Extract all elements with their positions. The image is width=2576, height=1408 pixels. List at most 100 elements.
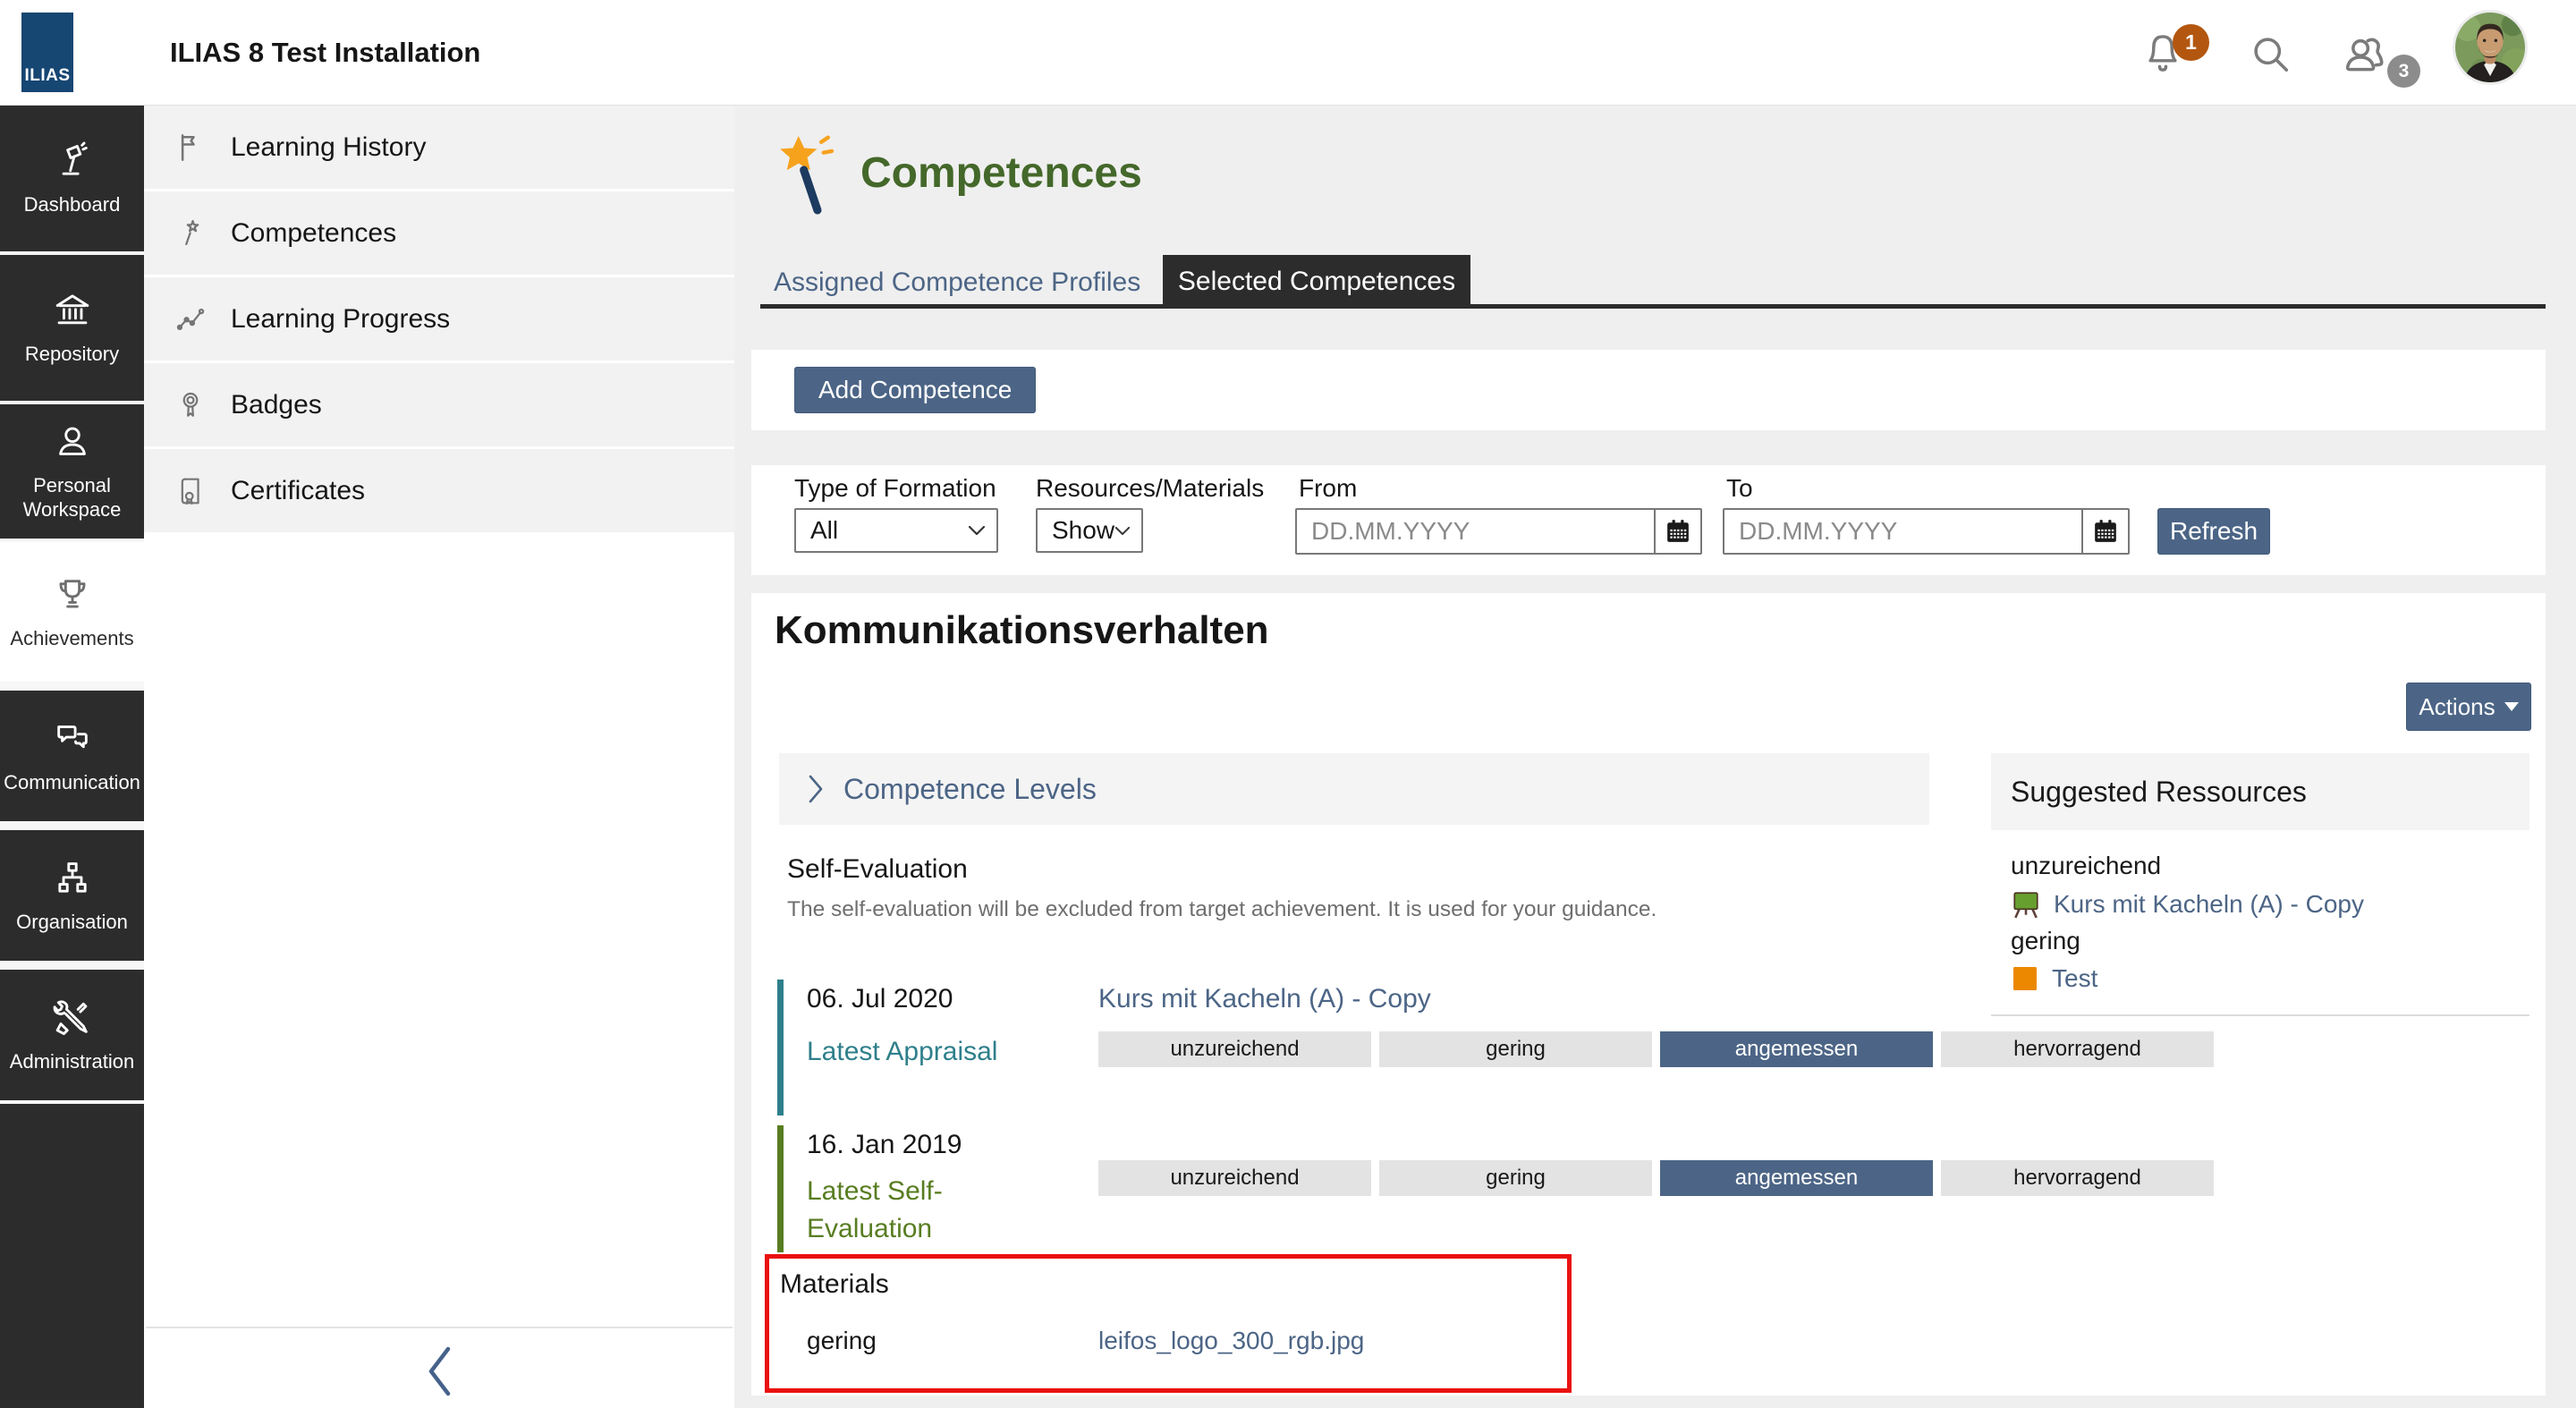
suggested-level-label: gering xyxy=(2011,927,2080,954)
latest-self-evaluation-link[interactable]: Latest Self-Evaluation xyxy=(807,1176,943,1243)
actions-dropdown-button[interactable]: Actions xyxy=(2406,683,2531,731)
ilias-logo-text: ILIAS xyxy=(24,66,71,85)
lamp-icon xyxy=(62,141,88,175)
chevron-right-icon xyxy=(809,775,823,803)
resources-materials-label: Resources/Materials xyxy=(1036,474,1265,502)
chart-icon xyxy=(176,308,205,330)
installation-title: ILIAS 8 Test Installation xyxy=(170,37,481,68)
achievements-submenu-panel: Learning History Competences Learning Pr… xyxy=(144,106,734,1408)
type-of-formation-select[interactable]: All xyxy=(794,508,998,553)
notifications-count-badge: 1 xyxy=(2173,24,2209,61)
submenu-item-badges[interactable]: Badges xyxy=(144,363,734,446)
competence-title: Kommunikationsverhalten xyxy=(775,608,1269,652)
appraisal-entry-border xyxy=(777,980,784,1115)
sidebar-item-organisation[interactable]: Organisation xyxy=(0,830,144,961)
latest-appraisal-link[interactable]: Latest Appraisal xyxy=(807,1037,998,1066)
flag-icon xyxy=(181,133,195,161)
test-icon xyxy=(2013,967,2037,990)
calendar-icon xyxy=(1667,520,1689,542)
notifications-bell-icon[interactable] xyxy=(2140,30,2186,77)
submenu-item-learning-history[interactable]: Learning History xyxy=(144,106,734,189)
tab-underline xyxy=(760,304,2546,309)
materials-row: gering leifos_logo_300_rgb.jpg xyxy=(807,1327,1567,1355)
submenu-item-label: Certificates xyxy=(231,475,366,505)
competence-content-panel: Kommunikationsverhalten Actions Competen… xyxy=(751,593,2546,1395)
to-label: To xyxy=(1726,474,1753,502)
suggested-resource-link[interactable]: Kurs mit Kacheln (A) - Copy xyxy=(2054,890,2364,918)
to-date-input[interactable] xyxy=(1724,510,2081,553)
contacts-users-icon[interactable] xyxy=(2339,30,2391,81)
materials-file-link[interactable]: leifos_logo_300_rgb.jpg xyxy=(1098,1327,1365,1354)
suggested-resources-title: Suggested Ressources xyxy=(1991,753,2529,830)
filter-band: Type of Formation All Resources/Material… xyxy=(751,465,2546,575)
bank-icon xyxy=(55,294,89,325)
competence-levels-title: Competence Levels xyxy=(843,772,1097,805)
submenu-item-label: Learning History xyxy=(231,131,427,162)
type-of-formation-value: All xyxy=(810,516,839,544)
trophy-icon xyxy=(59,579,85,607)
course-icon xyxy=(2013,892,2038,919)
submenu-item-label: Competences xyxy=(231,217,397,248)
submenu-item-certificates[interactable]: Certificates xyxy=(144,449,734,532)
submenu-item-learning-progress[interactable]: Learning Progress xyxy=(144,277,734,360)
sidebar-item-achievements[interactable]: Achievements xyxy=(0,542,144,682)
actions-label: Actions xyxy=(2419,692,2496,720)
sidebar-item-label: Achievements xyxy=(10,626,134,649)
tab-assigned-competence-profiles[interactable]: Assigned Competence Profiles xyxy=(774,267,1141,297)
appraisal-resource-link[interactable]: Kurs mit Kacheln (A) - Copy xyxy=(1098,984,1431,1014)
certificate-icon xyxy=(181,478,199,505)
contacts-count-badge: 3 xyxy=(2387,55,2420,88)
chevron-down-icon xyxy=(1114,526,1131,535)
caret-down-icon xyxy=(2504,702,2519,711)
scale-segment: unzureichend xyxy=(1098,1160,1371,1196)
appraisal-rating-scale: unzureichend gering angemessen hervorrag… xyxy=(1098,1031,2214,1067)
sidebar-item-communication[interactable]: Communication xyxy=(0,691,144,821)
chevron-left-icon xyxy=(428,1346,451,1396)
refresh-button[interactable]: Refresh xyxy=(2157,508,2270,555)
sidebar-filler xyxy=(0,1104,144,1408)
chat-icon xyxy=(56,725,88,748)
sidebar-item-label: Dashboard xyxy=(23,193,121,216)
competence-levels-accordion[interactable]: Competence Levels xyxy=(779,753,1929,825)
sidebar-item-personal-workspace[interactable]: Personal Workspace xyxy=(0,404,144,539)
submenu-item-label: Badges xyxy=(231,389,322,420)
sidebar-item-label: Personal Workspace xyxy=(22,474,122,521)
to-calendar-button[interactable] xyxy=(2081,510,2128,553)
sidebar-item-label: Organisation xyxy=(16,910,128,933)
scale-segment: unzureichend xyxy=(1098,1031,1371,1067)
scale-segment-selected: angemessen xyxy=(1660,1031,1933,1067)
person-icon xyxy=(58,427,86,455)
resources-materials-value: Show xyxy=(1052,516,1115,544)
add-competence-button[interactable]: Add Competence xyxy=(794,367,1037,413)
sidebar-item-administration[interactable]: Administration xyxy=(0,970,144,1100)
from-date-field xyxy=(1295,508,1702,555)
ilias-logo[interactable]: ILIAS xyxy=(21,13,73,92)
suggested-resource-link[interactable]: Test xyxy=(2052,964,2098,992)
collapse-submenu-button[interactable] xyxy=(144,1336,734,1407)
scale-segment: gering xyxy=(1379,1031,1652,1067)
scale-segment-selected: angemessen xyxy=(1660,1160,1933,1196)
submenu-item-competences[interactable]: Competences xyxy=(144,191,734,275)
search-icon[interactable] xyxy=(2249,32,2293,77)
user-avatar[interactable] xyxy=(2453,10,2528,85)
suggested-resources-body: unzureichend Kurs mit Kacheln (A) - Copy… xyxy=(1991,830,2529,1014)
calendar-icon xyxy=(2095,520,2116,542)
self-evaluation-date: 16. Jan 2019 xyxy=(807,1130,962,1159)
resources-materials-select[interactable]: Show xyxy=(1036,508,1143,553)
from-date-input[interactable] xyxy=(1297,510,1654,553)
sidebar-item-label: Administration xyxy=(9,1049,135,1073)
self-evaluation-entry-border xyxy=(777,1125,784,1252)
from-label: From xyxy=(1299,474,1358,502)
from-calendar-button[interactable] xyxy=(1654,510,1700,553)
sidebar-item-repository[interactable]: Repository xyxy=(0,255,144,401)
materials-level-label: gering xyxy=(807,1327,877,1354)
scale-segment: hervorragend xyxy=(1941,1160,2214,1196)
submenu-divider xyxy=(146,1327,733,1328)
submenu-item-label: Learning Progress xyxy=(231,303,451,334)
orgchart-icon xyxy=(57,861,87,893)
page-title: Competences xyxy=(860,149,1142,197)
top-header-bar: ILIAS ILIAS 8 Test Installation 1 3 xyxy=(0,0,2576,106)
sidebar-item-dashboard[interactable]: Dashboard xyxy=(0,106,144,251)
tab-selected-competences[interactable]: Selected Competences xyxy=(1163,255,1470,309)
chevron-down-icon xyxy=(968,525,986,536)
